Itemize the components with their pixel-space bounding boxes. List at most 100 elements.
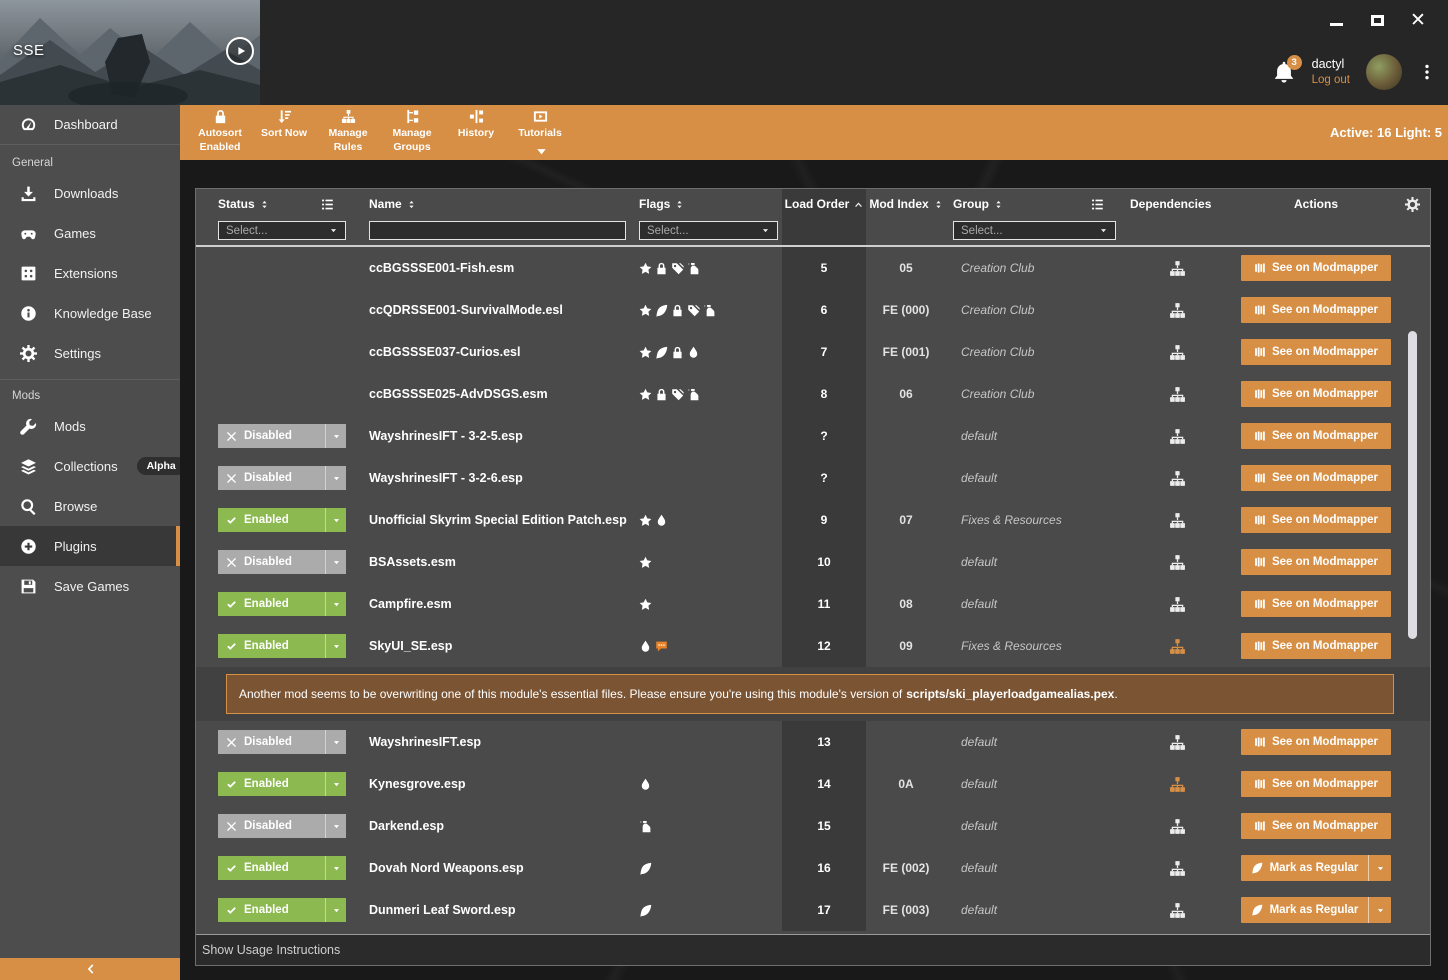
plugin-status-toggle[interactable]: Enabled — [218, 772, 346, 796]
window-controls: ✕ — [1328, 9, 1426, 31]
status-dropdown-caret[interactable] — [325, 730, 346, 754]
plugin-status-toggle[interactable]: Enabled — [218, 856, 346, 880]
sidebar-item-extensions[interactable]: Extensions — [0, 253, 180, 293]
plugin-status-toggle[interactable]: Disabled — [218, 550, 346, 574]
sidebar-item-knowledge-base[interactable]: Knowledge Base — [0, 293, 180, 333]
column-header-status[interactable]: Status — [196, 189, 346, 215]
group-value: default — [961, 597, 998, 611]
sidebar-section-mods: Mods — [0, 379, 180, 406]
flags-filter-select[interactable]: Select... — [639, 221, 778, 240]
plugin-status-toggle[interactable]: Disabled — [218, 466, 346, 490]
show-usage-instructions-link[interactable]: Show Usage Instructions — [202, 943, 341, 957]
sidebar-item-browse[interactable]: Browse — [0, 486, 180, 526]
toolbar-history-button[interactable]: History — [450, 106, 502, 140]
skyrim-artwork — [0, 0, 260, 105]
column-header-load-order[interactable]: Load Order — [782, 189, 866, 215]
status-dropdown-caret[interactable] — [325, 772, 346, 796]
see-on-modmapper-button[interactable]: See on Modmapper — [1241, 771, 1391, 797]
toolbar-manage-rules-button[interactable]: Manage Rules — [322, 106, 374, 153]
see-on-modmapper-button[interactable]: See on Modmapper — [1241, 549, 1391, 575]
see-on-modmapper-button[interactable]: See on Modmapper — [1241, 339, 1391, 365]
status-dropdown-caret[interactable] — [325, 550, 346, 574]
play-game-button[interactable] — [226, 37, 254, 65]
column-header-group[interactable]: Group — [946, 189, 1116, 215]
group-filter-select[interactable]: Select... — [953, 221, 1116, 240]
see-on-modmapper-button[interactable]: See on Modmapper — [1241, 633, 1391, 659]
status-dropdown-caret[interactable] — [325, 424, 346, 448]
group-by-icon[interactable] — [1091, 198, 1104, 211]
dependencies-icon — [1169, 596, 1186, 613]
close-button[interactable]: ✕ — [1410, 9, 1426, 31]
see-on-modmapper-button[interactable]: See on Modmapper — [1241, 507, 1391, 533]
alpha-badge: Alpha — [136, 457, 186, 475]
avatar[interactable] — [1366, 54, 1402, 90]
mark-as-regular-dropdown[interactable] — [1368, 855, 1391, 881]
sidebar-item-plugins[interactable]: Plugins — [0, 526, 180, 566]
toolbar-manage-groups-button[interactable]: Manage Groups — [386, 106, 438, 153]
status-dropdown-caret[interactable] — [325, 856, 346, 880]
maximize-button[interactable] — [1369, 12, 1385, 28]
notifications-button[interactable]: 3 — [1272, 55, 1302, 84]
status-dropdown-caret[interactable] — [325, 592, 346, 616]
plugin-status-toggle[interactable]: Enabled — [218, 634, 346, 658]
mark-as-regular-main[interactable]: Mark as Regular — [1241, 862, 1368, 874]
see-on-modmapper-button[interactable]: See on Modmapper — [1241, 465, 1391, 491]
group-by-icon[interactable] — [321, 198, 334, 211]
toolbar-tutorials-button[interactable]: Tutorials — [514, 106, 566, 158]
modmapper-icon — [1254, 556, 1266, 568]
sidebar-item-mods[interactable]: Mods — [0, 406, 180, 446]
see-on-modmapper-button[interactable]: See on Modmapper — [1241, 591, 1391, 617]
sidebar-item-collections[interactable]: Collections Alpha — [0, 446, 186, 486]
name-filter-input[interactable] — [369, 221, 626, 240]
mark-as-regular-dropdown[interactable] — [1368, 897, 1391, 923]
clean-flag-icon — [703, 304, 716, 317]
column-header-name[interactable]: Name — [346, 189, 636, 215]
plugin-name: WayshrinesIFT - 3-2-5.esp — [369, 429, 523, 443]
gear-icon — [20, 344, 37, 362]
plugin-status-toggle[interactable]: Enabled — [218, 592, 346, 616]
logout-link[interactable]: Log out — [1311, 73, 1350, 86]
status-dropdown-caret[interactable] — [325, 508, 346, 532]
user-names: dactyl Log out — [1312, 56, 1350, 88]
mark-as-regular-button[interactable]: Mark as Regular — [1241, 855, 1391, 881]
plugin-count-summary: Active: 16 Light: 5 — [1330, 125, 1442, 140]
plugin-status-toggle[interactable]: Disabled — [218, 424, 346, 448]
status-dropdown-caret[interactable] — [325, 466, 346, 490]
sidebar-item-save-games[interactable]: Save Games — [0, 566, 180, 606]
column-header-flags[interactable]: Flags — [636, 189, 782, 215]
see-on-modmapper-button[interactable]: See on Modmapper — [1241, 297, 1391, 323]
toolbar-autosort-enabled-button[interactable]: Autosort Enabled — [194, 106, 246, 153]
see-on-modmapper-button[interactable]: See on Modmapper — [1241, 381, 1391, 407]
sidebar-item-downloads[interactable]: Downloads — [0, 173, 180, 213]
scrollbar-thumb[interactable] — [1408, 331, 1417, 639]
minimize-button[interactable] — [1328, 12, 1344, 28]
status-dropdown-caret[interactable] — [325, 814, 346, 838]
column-header-mod-index[interactable]: Mod Index — [866, 189, 946, 215]
status-filter-select[interactable]: Select... — [218, 221, 346, 240]
mark-as-regular-button[interactable]: Mark as Regular — [1241, 897, 1391, 923]
group-value: default — [961, 429, 998, 443]
see-on-modmapper-button[interactable]: See on Modmapper — [1241, 813, 1391, 839]
see-on-modmapper-button[interactable]: See on Modmapper — [1241, 729, 1391, 755]
modmapper-icon — [1254, 640, 1266, 652]
sidebar-collapse-button[interactable] — [0, 958, 180, 980]
see-on-modmapper-button[interactable]: See on Modmapper — [1241, 255, 1391, 281]
toolbar-sort-now-button[interactable]: Sort Now — [258, 106, 310, 140]
plugin-status-toggle[interactable]: Enabled — [218, 508, 346, 532]
sidebar-item-settings[interactable]: Settings — [0, 333, 180, 373]
plugin-status-toggle[interactable]: Disabled — [218, 730, 346, 754]
kebab-menu-icon[interactable] — [1418, 63, 1436, 81]
plugin-status-toggle[interactable]: Enabled — [218, 898, 346, 922]
status-dropdown-caret[interactable] — [325, 898, 346, 922]
load-order-value: 17 — [817, 903, 831, 917]
group-value: default — [961, 903, 998, 917]
sidebar-item-games[interactable]: Games — [0, 213, 180, 253]
status-dropdown-caret[interactable] — [325, 634, 346, 658]
see-on-modmapper-button[interactable]: See on Modmapper — [1241, 423, 1391, 449]
droplet-flag-icon — [639, 640, 652, 653]
sidebar-item-dashboard[interactable]: Dashboard — [0, 105, 180, 145]
mark-as-regular-main[interactable]: Mark as Regular — [1241, 904, 1368, 916]
plugin-status-toggle[interactable]: Disabled — [218, 814, 346, 838]
table-settings-gear-icon[interactable] — [1404, 196, 1420, 212]
